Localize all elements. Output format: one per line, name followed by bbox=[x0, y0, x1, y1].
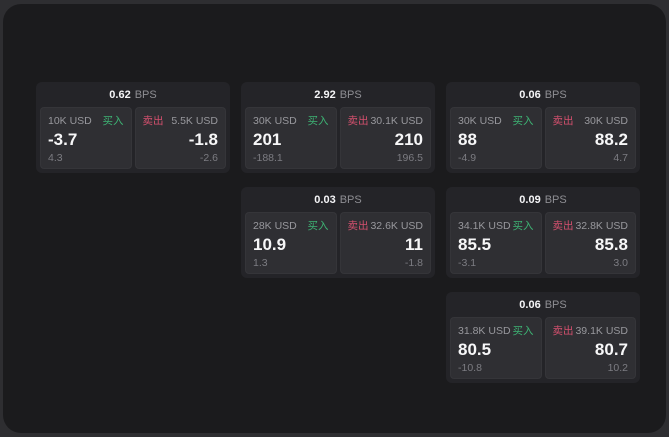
buy-price: 85.5 bbox=[458, 234, 492, 254]
buy-label: 买入 bbox=[512, 325, 534, 337]
buy-label: 买入 bbox=[307, 115, 329, 127]
sell-delta: 4.7 bbox=[613, 152, 628, 164]
buy-amount: 31.8K USD bbox=[458, 324, 511, 337]
sell-label: 卖出 bbox=[347, 220, 369, 232]
sell-label: 卖出 bbox=[347, 115, 369, 127]
buy-label: 买入 bbox=[102, 115, 124, 127]
buy-price: -3.7 bbox=[48, 129, 78, 149]
buy-delta: -4.9 bbox=[458, 152, 477, 164]
sell-amount: 30.1K USD bbox=[370, 114, 423, 127]
buy-panel[interactable]: 30K USD 买入 88 -4.9 bbox=[450, 107, 542, 169]
bps-value: 2.92 bbox=[314, 88, 336, 101]
sell-delta: -2.6 bbox=[199, 152, 218, 164]
quote-card-1: 0.62 BPS 10K USD 买入 -3.7 4.3 卖出 5.5K USD… bbox=[36, 82, 230, 173]
buy-panel[interactable]: 31.8K USD 买入 80.5 -10.8 bbox=[450, 317, 542, 379]
buy-label: 买入 bbox=[307, 220, 329, 232]
buy-amount: 30K USD bbox=[253, 114, 297, 127]
buy-panel[interactable]: 28K USD 买入 10.9 1.3 bbox=[245, 212, 337, 274]
sell-panel[interactable]: 卖出 32.6K USD 11 -1.8 bbox=[339, 212, 431, 274]
buy-amount: 28K USD bbox=[253, 219, 297, 232]
buy-panel[interactable]: 34.1K USD 买入 85.5 -3.1 bbox=[450, 212, 542, 274]
sell-delta: 10.2 bbox=[607, 362, 628, 374]
card-header: 0.03 BPS bbox=[241, 187, 435, 212]
sell-panel[interactable]: 卖出 30K USD 88.2 4.7 bbox=[544, 107, 636, 169]
sell-label: 卖出 bbox=[142, 115, 164, 127]
bps-unit-label: BPS bbox=[544, 298, 567, 311]
quote-card-6: 0.06 BPS 31.8K USD 买入 80.5 -10.8 卖出 39.1… bbox=[446, 292, 640, 383]
buy-panel[interactable]: 30K USD 买入 201 -188.1 bbox=[245, 107, 337, 169]
sell-amount: 32.6K USD bbox=[370, 219, 423, 232]
card-body: 34.1K USD 买入 85.5 -3.1 卖出 32.8K USD 85.8… bbox=[446, 212, 640, 274]
sell-amount: 30K USD bbox=[584, 114, 628, 127]
quote-card-5: 0.09 BPS 34.1K USD 买入 85.5 -3.1 卖出 32.8K… bbox=[446, 187, 640, 278]
bps-value: 0.06 bbox=[519, 298, 541, 311]
sell-delta: 3.0 bbox=[613, 257, 628, 269]
buy-delta: -188.1 bbox=[253, 152, 283, 164]
quote-card-3: 0.06 BPS 30K USD 买入 88 -4.9 卖出 30K USD 8… bbox=[446, 82, 640, 173]
sell-price: 88.2 bbox=[594, 129, 628, 149]
card-body: 10K USD 买入 -3.7 4.3 卖出 5.5K USD -1.8 -2.… bbox=[36, 107, 230, 169]
card-header: 0.06 BPS bbox=[446, 82, 640, 107]
sell-price: 210 bbox=[394, 129, 423, 149]
bps-value: 0.06 bbox=[519, 88, 541, 101]
buy-delta: -3.1 bbox=[458, 257, 477, 269]
buy-amount: 10K USD bbox=[48, 114, 92, 127]
sell-delta: 196.5 bbox=[396, 152, 423, 164]
card-body: 30K USD 买入 88 -4.9 卖出 30K USD 88.2 4.7 bbox=[446, 107, 640, 169]
card-body: 28K USD 买入 10.9 1.3 卖出 32.6K USD 11 -1.8 bbox=[241, 212, 435, 274]
sell-delta: -1.8 bbox=[404, 257, 423, 269]
sell-panel[interactable]: 卖出 5.5K USD -1.8 -2.6 bbox=[134, 107, 226, 169]
card-body: 30K USD 买入 201 -188.1 卖出 30.1K USD 210 1… bbox=[241, 107, 435, 169]
bps-value: 0.03 bbox=[314, 193, 336, 206]
buy-delta: 4.3 bbox=[48, 152, 63, 164]
buy-panel[interactable]: 10K USD 买入 -3.7 4.3 bbox=[40, 107, 132, 169]
sell-price: 11 bbox=[405, 234, 423, 254]
buy-label: 买入 bbox=[512, 220, 534, 232]
bps-unit-label: BPS bbox=[544, 193, 567, 206]
sell-amount: 39.1K USD bbox=[575, 324, 628, 337]
buy-price: 88 bbox=[458, 129, 477, 149]
card-header: 0.09 BPS bbox=[446, 187, 640, 212]
buy-price: 80.5 bbox=[458, 339, 492, 359]
bps-value: 0.09 bbox=[519, 193, 541, 206]
buy-delta: -10.8 bbox=[458, 362, 482, 374]
quote-card-4: 0.03 BPS 28K USD 买入 10.9 1.3 卖出 32.6K US… bbox=[241, 187, 435, 278]
buy-price: 201 bbox=[253, 129, 282, 149]
sell-price: -1.8 bbox=[188, 129, 218, 149]
buy-label: 买入 bbox=[512, 115, 534, 127]
bps-unit-label: BPS bbox=[339, 193, 362, 206]
buy-price: 10.9 bbox=[253, 234, 287, 254]
card-header: 2.92 BPS bbox=[241, 82, 435, 107]
buy-amount: 30K USD bbox=[458, 114, 502, 127]
buy-amount: 34.1K USD bbox=[458, 219, 511, 232]
sell-amount: 5.5K USD bbox=[171, 114, 218, 127]
sell-panel[interactable]: 卖出 30.1K USD 210 196.5 bbox=[339, 107, 431, 169]
sell-amount: 32.8K USD bbox=[575, 219, 628, 232]
sell-label: 卖出 bbox=[552, 220, 574, 232]
card-header: 0.62 BPS bbox=[36, 82, 230, 107]
quote-card-2: 2.92 BPS 30K USD 买入 201 -188.1 卖出 30.1K … bbox=[241, 82, 435, 173]
bps-unit-label: BPS bbox=[339, 88, 362, 101]
sell-label: 卖出 bbox=[552, 325, 574, 337]
sell-panel[interactable]: 卖出 39.1K USD 80.7 10.2 bbox=[544, 317, 636, 379]
card-header: 0.06 BPS bbox=[446, 292, 640, 317]
bps-unit-label: BPS bbox=[134, 88, 157, 101]
bps-unit-label: BPS bbox=[544, 88, 567, 101]
bps-value: 0.62 bbox=[109, 88, 131, 101]
buy-delta: 1.3 bbox=[253, 257, 268, 269]
card-body: 31.8K USD 买入 80.5 -10.8 卖出 39.1K USD 80.… bbox=[446, 317, 640, 379]
sell-label: 卖出 bbox=[552, 115, 574, 127]
sell-panel[interactable]: 卖出 32.8K USD 85.8 3.0 bbox=[544, 212, 636, 274]
sell-price: 85.8 bbox=[594, 234, 628, 254]
sell-price: 80.7 bbox=[594, 339, 628, 359]
